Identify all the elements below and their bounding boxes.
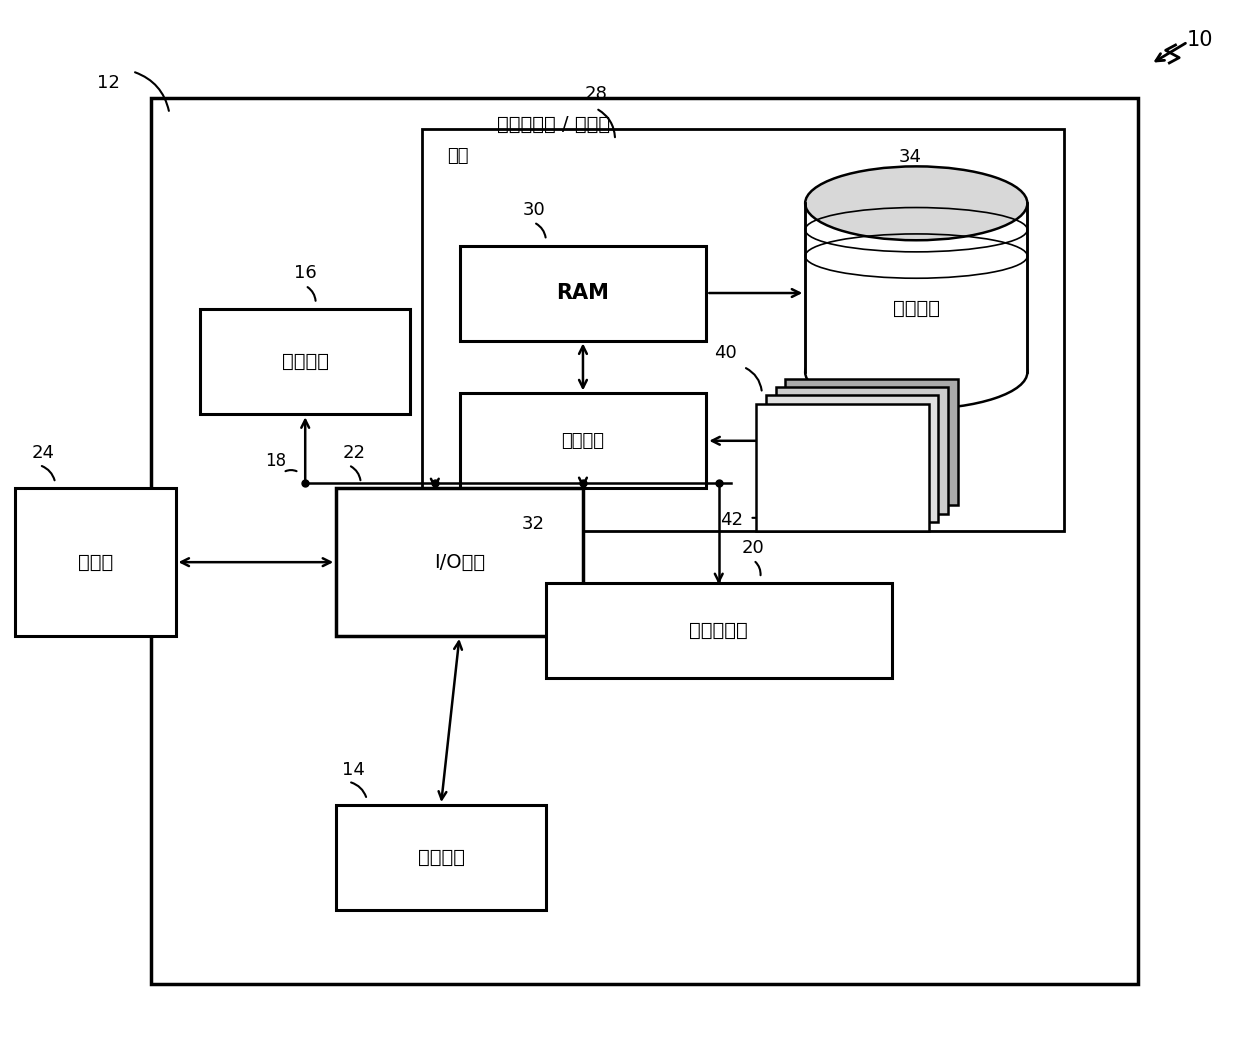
Ellipse shape [805,167,1028,240]
Bar [765,396,939,522]
Text: 30: 30 [522,202,544,220]
Text: 22: 22 [342,443,366,462]
Bar [460,245,707,341]
Text: 40: 40 [714,344,738,362]
Text: 12: 12 [97,74,120,92]
Bar [151,98,1138,985]
Text: 18: 18 [265,452,286,470]
Text: 14: 14 [342,761,365,779]
Text: 42: 42 [720,511,744,529]
Bar [201,309,410,415]
Text: 20: 20 [742,539,765,557]
Text: 计算机系统 / 服务器: 计算机系统 / 服务器 [496,115,610,134]
Text: 网络适配器: 网络适配器 [689,622,748,640]
Bar [805,204,1028,372]
Text: 10: 10 [1187,30,1214,50]
Bar [775,387,949,514]
Text: RAM: RAM [557,283,609,303]
Text: 内存: 内存 [448,146,469,164]
Text: 28: 28 [584,85,608,103]
Text: 32: 32 [522,515,546,533]
Text: 处理单元: 处理单元 [281,352,329,371]
Text: 存储系统: 存储系统 [893,299,940,318]
Text: I/O接口: I/O接口 [434,553,485,572]
Bar [336,805,546,910]
Bar [423,129,1064,530]
Bar [546,584,892,678]
Bar [756,404,929,530]
Bar [785,379,959,505]
Bar [336,488,583,636]
Bar [15,488,176,636]
Text: 高速缓存: 高速缓存 [562,432,604,450]
Text: 24: 24 [31,443,55,462]
Bar [460,394,707,488]
Text: 显示器: 显示器 [78,553,113,572]
Text: 34: 34 [899,149,921,167]
Text: 16: 16 [294,264,316,282]
Ellipse shape [805,335,1028,410]
Text: 外部设备: 外部设备 [418,848,465,867]
